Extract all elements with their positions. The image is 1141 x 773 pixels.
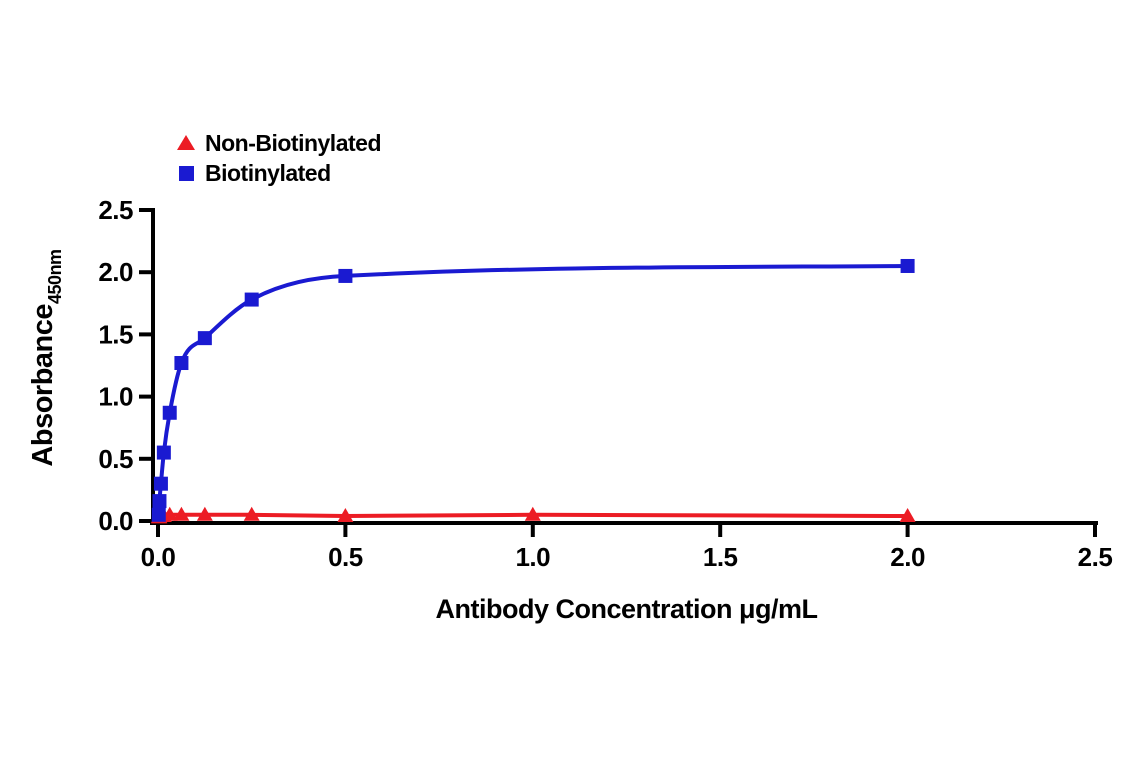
marker-square (197, 331, 212, 346)
marker-square (156, 445, 171, 460)
x-tick-label: 1.5 (703, 542, 738, 572)
marker-triangle (243, 506, 260, 521)
marker-triangle (196, 506, 213, 521)
y-axis-title: Absorbance450nm (27, 249, 65, 466)
y-tick-label: 2.5 (98, 195, 133, 225)
marker-square (244, 292, 259, 307)
marker-square (151, 507, 166, 522)
y-axis-title-subscript: 450nm (45, 249, 65, 304)
legend-label: Non-Biotinylated (205, 130, 381, 156)
x-tick-label: 0.0 (141, 542, 176, 572)
marker-triangle (337, 508, 354, 523)
marker-square (152, 494, 167, 509)
y-tick-label: 1.0 (98, 382, 133, 412)
marker-square (338, 268, 353, 283)
x-axis-title: Antibody Concentration μg/mL (436, 594, 818, 624)
x-tick-label: 0.5 (328, 542, 363, 572)
marker-square (174, 356, 189, 371)
marker-square (153, 476, 168, 491)
y-tick-label: 0.0 (98, 506, 133, 536)
marker-triangle (524, 506, 541, 521)
marker-triangle (899, 508, 916, 523)
marker-square (162, 405, 177, 420)
y-axis-title-text: Absorbance (27, 304, 59, 467)
x-tick-label: 1.0 (515, 542, 550, 572)
legend-square-icon (179, 166, 194, 181)
legend-label: Biotinylated (205, 160, 331, 186)
x-tick-label: 2.5 (1078, 542, 1113, 572)
x-tick-label: 2.0 (890, 542, 925, 572)
y-tick-label: 0.5 (98, 444, 133, 474)
y-tick-label: 2.0 (98, 257, 133, 287)
legend-triangle-icon (177, 135, 195, 150)
legend: Non-Biotinylated Biotinylated (177, 130, 382, 186)
marker-square (900, 258, 915, 273)
series-biotinylated (151, 258, 915, 522)
y-tick-label: 1.5 (98, 319, 133, 349)
marker-triangle (173, 506, 190, 521)
